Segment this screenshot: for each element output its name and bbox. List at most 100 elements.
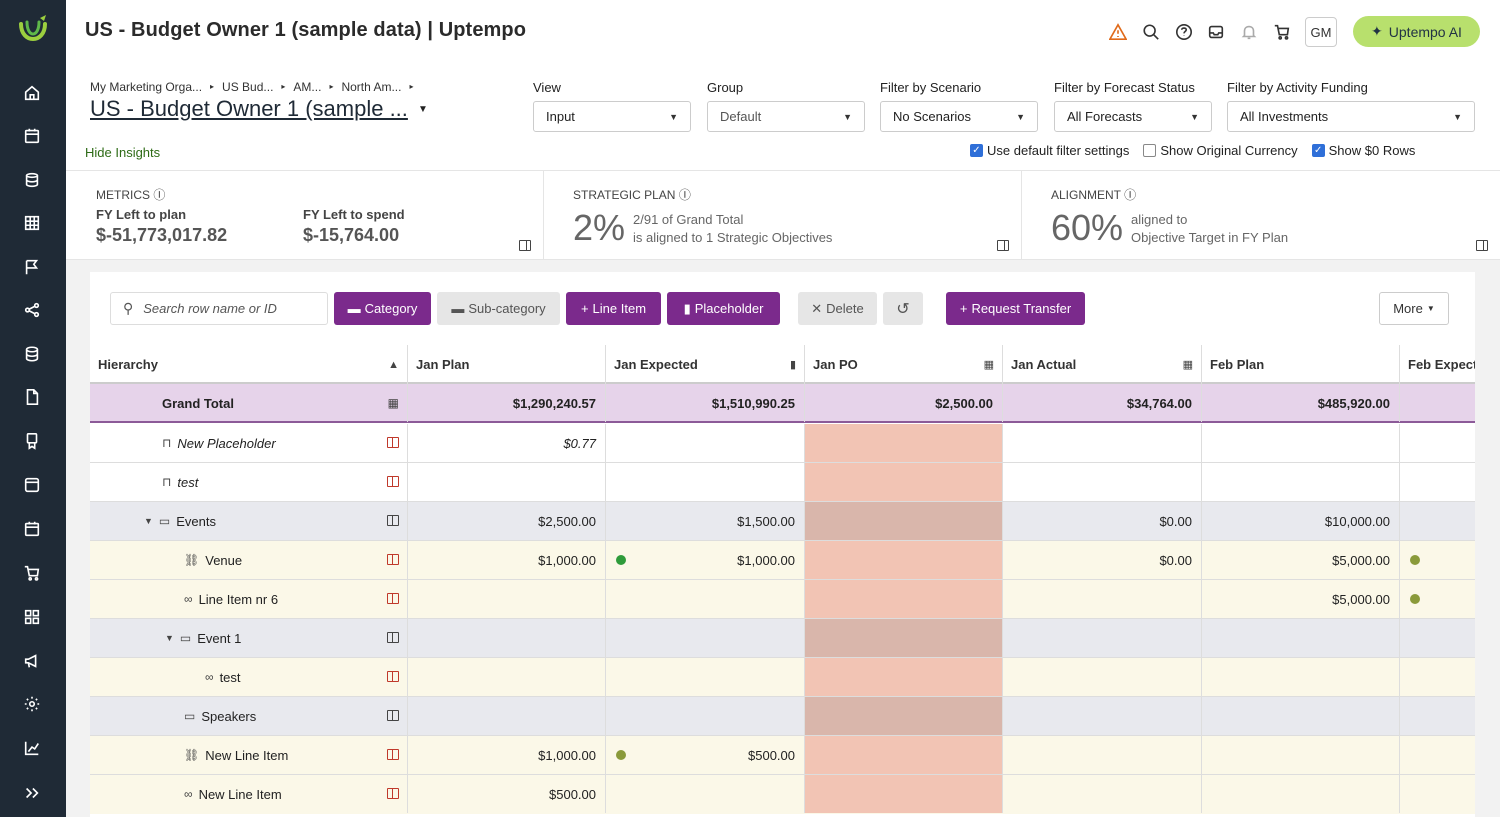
scenario-select[interactable]: No Scenarios ▼ (880, 101, 1038, 132)
cell-jan-plan[interactable] (408, 580, 606, 618)
row-panel-icon[interactable] (387, 632, 399, 643)
table-row[interactable]: ∞ New Line Item $500.00 (90, 775, 1475, 814)
cell-feb-expected[interactable] (1400, 775, 1475, 813)
cell-jan-plan[interactable]: $1,000.00 (408, 736, 606, 774)
row-panel-icon[interactable] (387, 749, 399, 760)
cell-jan-plan[interactable]: $1,000.00 (408, 541, 606, 579)
cell-jan-plan[interactable] (408, 619, 606, 657)
cell-jan-actual[interactable] (1003, 658, 1202, 696)
table-row[interactable]: ▼ ▭ Event 1 (90, 619, 1475, 658)
table-row[interactable]: ⛓ New Line Item $1,000.00 $500.00 (90, 736, 1475, 775)
row-panel-icon[interactable] (387, 554, 399, 565)
cell-jan-actual[interactable] (1003, 424, 1202, 462)
cell-jan-expected[interactable] (606, 658, 805, 696)
table-row[interactable]: ▼ ▭ Events $2,500.00 $1,500.00 $0.00 $10,0… (90, 502, 1475, 541)
add-placeholder-button[interactable]: ▮ Placeholder (667, 292, 780, 325)
grid-icon[interactable]: ▦ (387, 396, 399, 410)
table-row[interactable]: ⛓ Venue $1,000.00 $1,000.00 $0.00 $5,000.… (90, 541, 1475, 580)
bell-icon[interactable] (1239, 22, 1259, 42)
cell-jan-po[interactable] (805, 541, 1003, 579)
zero-rows-checkbox[interactable]: ✓ Show $0 Rows (1311, 143, 1415, 158)
cell-feb-expected[interactable] (1400, 736, 1475, 774)
cell-jan-po[interactable] (805, 658, 1003, 696)
cell-jan-expected[interactable]: $1,510,990.25 (606, 384, 805, 422)
warning-icon[interactable] (1108, 22, 1128, 42)
apps-icon[interactable] (21, 606, 43, 628)
cell-jan-actual[interactable] (1003, 736, 1202, 774)
column-header-jan-plan[interactable]: Jan Plan (408, 345, 606, 384)
delete-button[interactable]: ✕ Delete (798, 292, 877, 325)
cell-feb-expected[interactable] (1400, 502, 1475, 540)
add-line-item-button[interactable]: + Line Item (566, 292, 661, 325)
cell-feb-expected[interactable] (1400, 463, 1475, 501)
cell-jan-plan[interactable]: $2,500.00 (408, 502, 606, 540)
cell-jan-expected[interactable] (606, 775, 805, 813)
cell-jan-plan[interactable] (408, 697, 606, 735)
search-icon[interactable] (1141, 22, 1161, 42)
sort-asc-icon[interactable]: ▲ (388, 358, 399, 371)
cell-feb-plan[interactable] (1202, 424, 1400, 462)
row-panel-icon[interactable] (387, 710, 399, 721)
group-select[interactable]: Default ▼ (707, 101, 865, 132)
cell-jan-actual[interactable]: $0.00 (1003, 541, 1202, 579)
settings-icon[interactable] (21, 693, 43, 715)
document-icon[interactable] (21, 386, 43, 408)
cell-jan-plan[interactable]: $500.00 (408, 775, 606, 813)
cell-feb-expected[interactable] (1400, 697, 1475, 735)
cell-feb-expected[interactable] (1400, 384, 1475, 422)
coins-icon[interactable] (21, 169, 43, 191)
avatar[interactable]: GM (1305, 17, 1337, 47)
cell-jan-expected[interactable] (606, 580, 805, 618)
row-panel-icon[interactable] (387, 593, 399, 604)
megaphone-icon[interactable] (21, 650, 43, 672)
hide-insights-link[interactable]: Hide Insights (85, 145, 161, 160)
cell-feb-plan[interactable] (1202, 658, 1400, 696)
column-header-jan-po[interactable]: Jan PO ▦ (805, 345, 1003, 384)
cell-jan-po[interactable] (805, 502, 1003, 540)
uptempo-ai-button[interactable]: ✦ Uptempo AI (1353, 16, 1480, 47)
more-button[interactable]: More ▼ (1379, 292, 1449, 325)
expand-icon[interactable] (21, 782, 43, 804)
default-filter-checkbox[interactable]: ✓ Use default filter settings (970, 143, 1129, 158)
badge-icon[interactable] (21, 430, 43, 452)
flag-icon[interactable] (21, 256, 43, 278)
calendar-icon[interactable] (21, 125, 43, 147)
cell-jan-actual[interactable] (1003, 580, 1202, 618)
breadcrumb-item[interactable]: North Am... (341, 80, 402, 94)
cell-jan-actual[interactable] (1003, 697, 1202, 735)
cell-jan-actual[interactable] (1003, 619, 1202, 657)
cell-jan-actual[interactable]: $34,764.00 (1003, 384, 1202, 422)
row-panel-icon[interactable] (387, 515, 399, 526)
add-category-button[interactable]: ▬ Category (334, 292, 431, 325)
request-transfer-button[interactable]: + Request Transfer (946, 292, 1085, 325)
cell-feb-plan[interactable] (1202, 736, 1400, 774)
row-panel-icon[interactable] (387, 476, 399, 487)
share-icon[interactable] (21, 299, 43, 321)
view-select[interactable]: Input ▼ (533, 101, 691, 132)
cell-jan-po[interactable] (805, 775, 1003, 813)
forecast-select[interactable]: All Forecasts ▼ (1054, 101, 1212, 132)
cell-jan-po[interactable] (805, 580, 1003, 618)
cell-feb-expected[interactable] (1400, 424, 1475, 462)
row-panel-icon[interactable] (387, 788, 399, 799)
table-row[interactable]: ∞ test (90, 658, 1475, 697)
column-header-feb-expected[interactable]: Feb Expect (1408, 357, 1475, 372)
cell-jan-po[interactable]: $2,500.00 (805, 384, 1003, 422)
table-row[interactable]: ⊓ test (90, 463, 1475, 502)
column-header-jan-actual[interactable]: Jan Actual ▦ (1003, 345, 1202, 384)
cell-jan-plan[interactable]: $1,290,240.57 (408, 384, 606, 422)
table-icon[interactable] (21, 212, 43, 234)
breadcrumb-item[interactable]: US Bud... (222, 80, 274, 94)
cell-jan-expected[interactable] (606, 619, 805, 657)
cell-jan-po[interactable] (805, 736, 1003, 774)
breadcrumb-item[interactable]: My Marketing Orga... (90, 80, 203, 94)
table-row[interactable]: ∞ Line Item nr 6 $5,000.00 (90, 580, 1475, 619)
breadcrumb-item[interactable]: AM... (293, 80, 322, 94)
cell-feb-expected[interactable] (1400, 541, 1475, 579)
cell-jan-actual[interactable] (1003, 775, 1202, 813)
home-icon[interactable] (21, 82, 43, 104)
column-header-feb-plan[interactable]: Feb Plan (1202, 345, 1400, 384)
column-header-jan-expected[interactable]: Jan Expected ▮ (606, 345, 805, 384)
cell-feb-plan[interactable]: $5,000.00 (1202, 580, 1400, 618)
row-panel-icon[interactable] (387, 437, 399, 448)
